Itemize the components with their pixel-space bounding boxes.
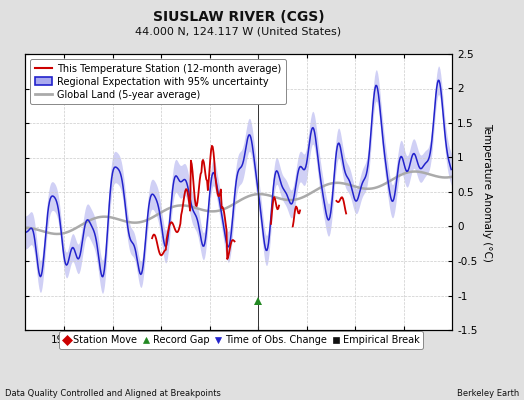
Legend: Station Move, Record Gap, Time of Obs. Change, Empirical Break: Station Move, Record Gap, Time of Obs. C… xyxy=(59,331,423,349)
Y-axis label: Temperature Anomaly (°C): Temperature Anomaly (°C) xyxy=(482,122,492,262)
Text: 44.000 N, 124.117 W (United States): 44.000 N, 124.117 W (United States) xyxy=(135,26,342,36)
Text: Berkeley Earth: Berkeley Earth xyxy=(456,389,519,398)
Text: Data Quality Controlled and Aligned at Breakpoints: Data Quality Controlled and Aligned at B… xyxy=(5,389,221,398)
Text: SIUSLAW RIVER (CGS): SIUSLAW RIVER (CGS) xyxy=(152,10,324,24)
Legend: This Temperature Station (12-month average), Regional Expectation with 95% uncer: This Temperature Station (12-month avera… xyxy=(30,59,286,104)
